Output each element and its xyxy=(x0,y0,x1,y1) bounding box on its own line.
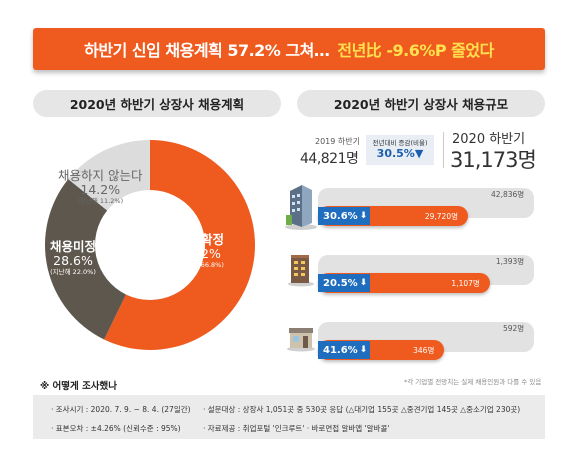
building-tall-icon xyxy=(285,185,317,230)
survey-target: · 설문대상 : 상장사 1,051곳 중 530곳 응답 (△대기업 155곳… xyxy=(203,405,521,414)
prev-total-label: 2019 하반기 xyxy=(315,137,360,146)
footnote: *각 기업별 전망치는 실제 채용인원과 다를 수 있음 xyxy=(404,378,542,386)
cur-total-label: 2020 하반기 xyxy=(452,132,526,147)
slice-undecided xyxy=(44,179,126,340)
down-arrow-icon: ▼ xyxy=(414,147,424,160)
cur-total-value: 31,173명 xyxy=(450,148,537,172)
change-badge: 20.5% ⬇ xyxy=(318,274,370,292)
donut-chart: 채용확정 57.2% (지난해 66.8%) 채용미정 28.6% (지난해 2… xyxy=(0,125,300,365)
slice-name: 채용확정 xyxy=(178,232,225,247)
change-badge-value: 41.6% xyxy=(323,344,358,356)
prev-total-value: 44,821명 xyxy=(300,151,359,167)
change-value: 30.5%▼ xyxy=(376,147,424,160)
change-badge-value: 20.5% xyxy=(323,277,358,289)
survey-title: ※ 어떻게 조사했나 xyxy=(40,381,118,392)
slice-name: 채용미정 xyxy=(50,239,97,254)
slice-label-no-hire: 채용하지 않는다 14.2% (지난해 11.2%) xyxy=(58,168,143,205)
change-badge-value: 30.6% xyxy=(323,210,358,222)
down-arrow-icon: ⬇ xyxy=(359,345,368,355)
headline-highlight: 전년比 -9.6%P 줄었다 xyxy=(337,41,494,60)
left-section-title: 2020년 하반기 상장사 채용계획 xyxy=(33,90,281,117)
slice-no-hire xyxy=(68,140,150,211)
slice-name: 채용하지 않는다 xyxy=(58,168,143,183)
change-box: 전년대비 증감(비율) 30.5%▼ xyxy=(366,135,434,165)
headline-main: 하반기 신입 채용계획 57.2% 그쳐… xyxy=(84,41,330,60)
change-label: 전년대비 증감(비율) xyxy=(372,139,428,147)
survey-provider: · 자료제공 : 취업포털 '인크루트' · 바로면접 알바앱 '알바콜' xyxy=(203,424,390,433)
change-badge: 41.6% ⬇ xyxy=(318,341,370,359)
survey-info-box: · 조사시기 : 2020. 7. 9. ~ 8. 4. (27일간) · 설문… xyxy=(33,395,545,439)
building-mid-icon xyxy=(288,255,314,287)
slice-prev: (지난해 66.8%) xyxy=(178,260,224,269)
divider xyxy=(443,132,444,168)
slice-confirmed xyxy=(104,140,256,350)
slice-value: 28.6% xyxy=(53,253,93,269)
change-badge: 30.6% ⬇ xyxy=(318,207,370,225)
slice-prev: (지난해 22.0%) xyxy=(50,267,96,276)
shop-icon xyxy=(287,328,315,352)
survey-period: · 조사시기 : 2020. 7. 9. ~ 8. 4. (27일간) xyxy=(51,405,191,414)
donut-svg xyxy=(44,140,256,350)
slice-prev: (지난해 11.2%) xyxy=(77,196,124,205)
down-arrow-icon: ⬇ xyxy=(359,278,368,288)
survey-error: · 표본오차 : ±4.26% (신뢰수준 : 95%) xyxy=(51,424,181,433)
slice-label-undecided: 채용미정 28.6% (지난해 22.0%) xyxy=(50,239,97,276)
right-section-title: 2020년 하반기 상장사 채용규모 xyxy=(297,90,545,117)
slice-value: 57.2% xyxy=(181,246,221,262)
slice-label-confirmed: 채용확정 57.2% (지난해 66.8%) xyxy=(178,232,225,269)
down-arrow-icon: ⬇ xyxy=(359,211,368,221)
slice-value: 14.2% xyxy=(80,182,121,198)
headline-banner: 하반기 신입 채용계획 57.2% 그쳐… 전년比 -9.6%P 줄었다 xyxy=(33,28,545,70)
